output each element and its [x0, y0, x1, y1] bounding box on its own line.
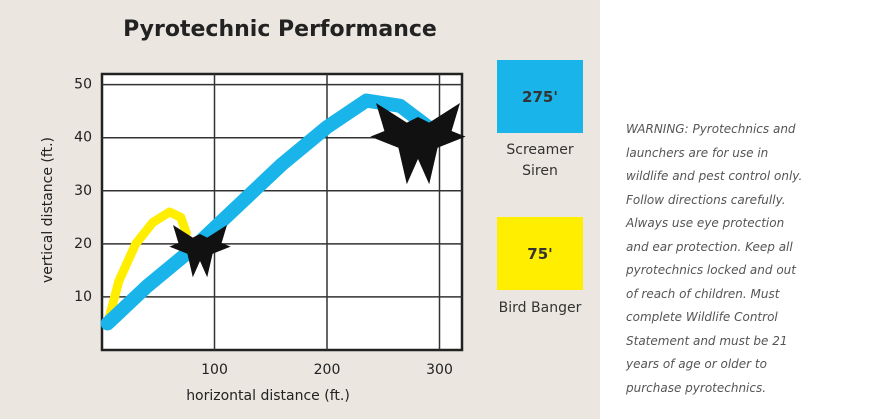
x-tick-label: 300 [426, 362, 453, 378]
y-axis-label: vertical distance (ft.) [40, 137, 56, 283]
warning-line: launchers are for use in [626, 145, 769, 160]
warning-line: purchase pyrotechnics. [626, 380, 767, 395]
warning-line: Always use eye protection [626, 216, 785, 230]
x-tick-label: 100 [201, 362, 228, 378]
x-tick-label: 200 [314, 362, 341, 378]
y-tick-label: 30 [74, 183, 92, 199]
warning-line: pyrotechnics locked and out [626, 263, 796, 277]
trajectory [100, 93, 436, 331]
warning-line: Statement and must be 21 [626, 333, 788, 348]
bird-icon [169, 225, 231, 278]
y-tick-label: 50 [74, 77, 92, 93]
warning-line: complete Wildlife Control [626, 310, 778, 324]
warning-line: years of age or older to [626, 357, 767, 371]
bird-icon [370, 103, 466, 185]
legend-swatch: 75' [497, 217, 583, 290]
y-tick-label: 10 [74, 289, 92, 305]
warning-text: WARNING: Pyrotechnics and launchers are f… [626, 118, 856, 400]
y-tick-label: 40 [74, 130, 92, 146]
legend-swatch: 275' [497, 60, 583, 133]
legend-label: Bird Banger [498, 300, 582, 316]
warning-line: WARNING: Pyrotechnics and [626, 122, 796, 136]
chart: Pyrotechnic Performance horizontal dista… [40, 17, 466, 404]
legend-label: Screamer Siren [506, 142, 574, 179]
warning-line: and ear protection. Keep all [626, 239, 793, 254]
chart-title: Pyrotechnic Performance [123, 17, 437, 42]
x-axis-label: horizontal distance (ft.) [186, 388, 350, 404]
warning-line: wildlife and pest control only. [626, 169, 803, 183]
trajectory [103, 207, 191, 328]
warning-line: of reach of children. Must [626, 286, 780, 301]
y-tick-label: 20 [74, 236, 92, 252]
warning-line: Follow directions carefully. [626, 192, 786, 207]
